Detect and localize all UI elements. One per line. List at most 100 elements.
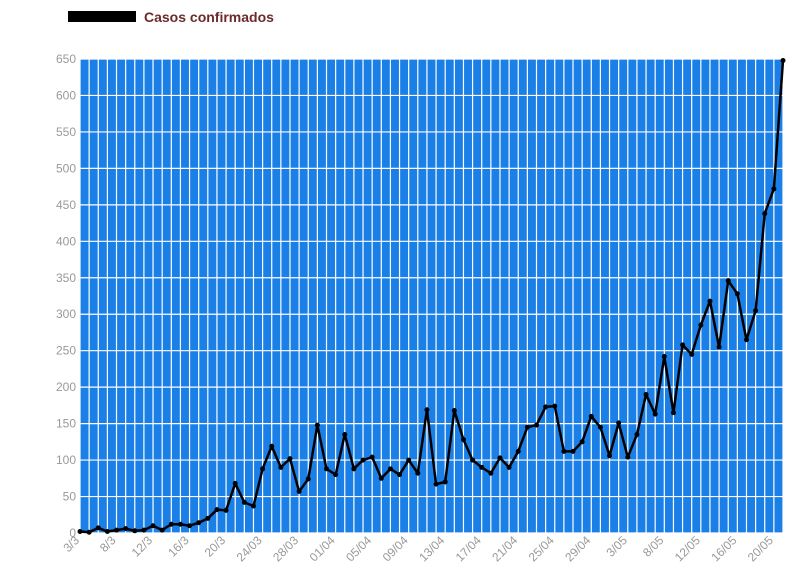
y-tick-label: 100 (56, 453, 76, 467)
x-tick-label: 8/05 (640, 533, 667, 560)
data-point (470, 457, 476, 463)
x-tick-label: 16/05 (708, 533, 739, 564)
x-tick-label: 3/3 (60, 533, 82, 555)
data-point (543, 404, 549, 410)
data-point (579, 439, 585, 445)
data-point (488, 470, 494, 476)
y-tick-label: 0 (69, 526, 76, 540)
data-point (232, 480, 238, 486)
data-point (223, 507, 229, 513)
data-point (95, 525, 101, 531)
data-point (762, 211, 768, 217)
x-tick-label: 8/3 (97, 533, 119, 555)
data-point (177, 521, 183, 527)
data-point (616, 420, 622, 426)
x-tick-label: 17/04 (453, 533, 484, 564)
y-tick-label: 300 (56, 307, 76, 321)
data-point (524, 424, 530, 430)
data-point (333, 472, 339, 478)
data-point (351, 466, 357, 472)
data-point (707, 298, 713, 304)
y-tick-label: 550 (56, 125, 76, 139)
data-point (515, 448, 521, 454)
data-point (643, 391, 649, 397)
data-point (780, 57, 786, 63)
x-tick-label: 09/04 (380, 533, 411, 564)
data-point (661, 354, 667, 360)
y-tick-label: 650 (56, 52, 76, 66)
plot-area (80, 59, 783, 533)
data-point (689, 351, 695, 357)
x-tick-label: 20/05 (745, 533, 776, 564)
data-point (753, 308, 759, 314)
data-point (670, 410, 676, 416)
data-point (442, 479, 448, 485)
data-point (716, 344, 722, 350)
data-point (168, 521, 174, 527)
data-point (771, 186, 777, 192)
x-tick-label: 20/3 (202, 533, 229, 560)
data-point (479, 464, 485, 470)
x-tick-label: 13/04 (416, 533, 447, 564)
data-point (415, 470, 421, 476)
y-tick-label: 500 (56, 161, 76, 175)
y-tick-label: 150 (56, 417, 76, 431)
data-point (387, 466, 393, 472)
data-point (123, 526, 129, 532)
x-tick-label: 24/03 (234, 533, 265, 564)
x-tick-label: 01/04 (307, 533, 338, 564)
data-point (342, 432, 348, 438)
data-point (296, 488, 302, 494)
data-point (314, 422, 320, 428)
data-point (451, 407, 457, 413)
y-tick-label: 250 (56, 344, 76, 358)
data-point (588, 413, 594, 419)
x-tick-label: 21/04 (489, 533, 520, 564)
x-tick-label: 05/04 (343, 533, 374, 564)
data-point (250, 503, 256, 509)
data-point (533, 422, 539, 428)
data-point (114, 527, 120, 533)
data-point (680, 342, 686, 348)
data-point (86, 529, 92, 535)
x-tick-label: 28/03 (270, 533, 301, 564)
data-point (150, 523, 156, 529)
y-tick-label: 200 (56, 380, 76, 394)
data-point (104, 529, 110, 535)
data-point (743, 337, 749, 343)
data-point (652, 411, 658, 417)
data-point (506, 464, 512, 470)
data-point (187, 523, 193, 529)
data-point (625, 454, 631, 460)
data-point (424, 407, 430, 413)
x-tick-label: 16/3 (165, 533, 192, 560)
x-tick-label: 12/05 (672, 533, 703, 564)
data-point (278, 464, 284, 470)
data-point (324, 466, 330, 472)
data-point (734, 291, 740, 297)
legend-label: Casos confirmados (144, 9, 274, 25)
data-point (552, 403, 558, 409)
y-tick-label: 600 (56, 88, 76, 102)
data-point (698, 322, 704, 328)
data-point (205, 515, 211, 521)
data-point (433, 481, 439, 487)
data-point (241, 499, 247, 505)
data-point (269, 443, 275, 449)
data-point (77, 529, 83, 535)
data-point (305, 476, 311, 482)
legend-swatch (68, 11, 136, 22)
y-tick-label: 350 (56, 271, 76, 285)
data-point (260, 466, 266, 472)
x-tick-label: 3/05 (603, 533, 630, 560)
data-point (369, 454, 375, 460)
y-tick-label: 450 (56, 198, 76, 212)
x-tick-label: 25/04 (526, 533, 557, 564)
x-tick-label: 29/04 (562, 533, 593, 564)
data-point (597, 424, 603, 430)
data-point (725, 278, 731, 284)
y-tick-label: 400 (56, 234, 76, 248)
data-point (378, 475, 384, 481)
